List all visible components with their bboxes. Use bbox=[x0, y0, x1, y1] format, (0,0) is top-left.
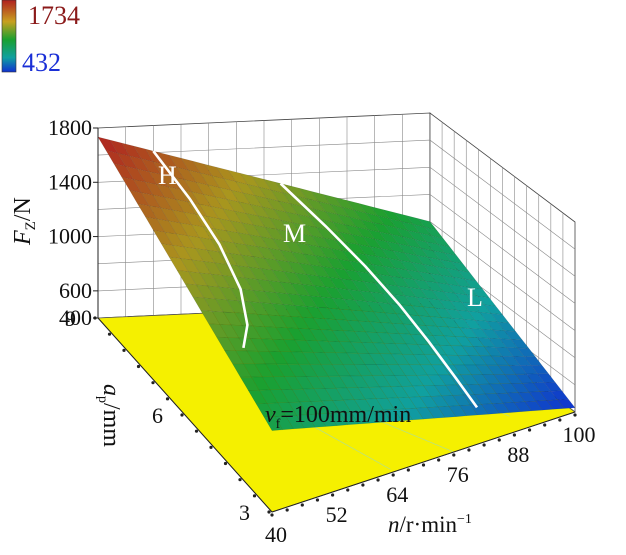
x-minor-tick bbox=[300, 503, 304, 507]
region-boundaries bbox=[152, 150, 479, 409]
colorbar-max-label: 1734 bbox=[28, 1, 80, 30]
x-minor-tick bbox=[315, 498, 320, 502]
y-minor-tick bbox=[151, 381, 155, 385]
y-minor-tick bbox=[194, 429, 199, 433]
y-minor-tick bbox=[267, 510, 271, 514]
condition-label: vf=100mm/min bbox=[265, 402, 411, 432]
region-label-medium: M bbox=[283, 219, 306, 248]
x-minor-tick bbox=[331, 493, 335, 497]
y-axis-var: a bbox=[98, 384, 124, 396]
y-minor-tick bbox=[107, 332, 112, 336]
x-minor-tick bbox=[512, 433, 517, 437]
x-minor-tick bbox=[558, 418, 562, 422]
y-minor-tick bbox=[122, 348, 126, 352]
y-minor-tick bbox=[136, 364, 141, 369]
colorbar-min-label: 432 bbox=[22, 48, 61, 77]
z-axis-var: F bbox=[10, 230, 36, 246]
x-minor-tick bbox=[421, 463, 426, 467]
response-surface bbox=[97, 136, 576, 431]
region-label-high: H bbox=[158, 161, 177, 190]
x-minor-tick bbox=[391, 473, 395, 477]
x-tick-label: 88 bbox=[507, 442, 529, 467]
y-tick-label: 6 bbox=[152, 403, 163, 428]
x-minor-tick bbox=[285, 508, 289, 512]
y-minor-tick bbox=[93, 316, 97, 320]
y-tick-label: 3 bbox=[239, 500, 250, 525]
x-axis-exp: −1 bbox=[457, 512, 472, 527]
x-axis-var: n bbox=[388, 512, 400, 537]
y-minor-tick bbox=[165, 397, 170, 401]
x-axis-title: n/r·min−1 bbox=[388, 512, 472, 537]
y-minor-tick bbox=[252, 494, 257, 498]
surface-patch bbox=[557, 398, 576, 409]
y-minor-tick bbox=[180, 413, 184, 417]
z-tick-label: 1800 bbox=[48, 115, 92, 140]
y-minor-tick bbox=[238, 478, 242, 482]
z-tick-label: 1400 bbox=[48, 169, 92, 194]
z-axis-sub: Z bbox=[23, 221, 39, 230]
x-minor-tick bbox=[437, 458, 441, 462]
condition-sub: f bbox=[276, 417, 281, 432]
boundary-medium-low bbox=[279, 182, 479, 409]
x-minor-tick bbox=[361, 483, 365, 487]
x-tick-label: 64 bbox=[386, 482, 408, 507]
y-axis-unit: /mm bbox=[98, 403, 124, 447]
x-minor-tick bbox=[497, 438, 501, 442]
floor-contour bbox=[380, 421, 454, 453]
x-minor-tick bbox=[482, 443, 486, 447]
x-minor-tick bbox=[452, 453, 456, 457]
condition-text: =100mm/min bbox=[280, 402, 411, 428]
x-minor-tick bbox=[270, 513, 274, 517]
z-tick-label: 1000 bbox=[48, 224, 92, 249]
y-axis-sub: p bbox=[95, 396, 110, 403]
boundary-high-medium bbox=[152, 150, 249, 349]
y-axis-line bbox=[97, 317, 273, 513]
z-axis-title: FZ/N bbox=[10, 197, 39, 246]
z-axis-unit: /N bbox=[10, 197, 36, 221]
x-axis-line bbox=[271, 411, 576, 513]
colorbar bbox=[1, 0, 17, 73]
y-axis-title: ap/mm bbox=[95, 384, 124, 447]
x-tick-label: 76 bbox=[447, 462, 469, 487]
x-tick-label: 40 bbox=[265, 522, 287, 547]
x-minor-tick bbox=[467, 448, 471, 452]
y-minor-tick bbox=[223, 461, 228, 466]
x-minor-tick bbox=[346, 488, 350, 492]
x-minor-tick bbox=[543, 423, 547, 427]
x-minor-tick bbox=[406, 468, 410, 472]
y-tick-label: 9 bbox=[65, 306, 76, 331]
grid-line bbox=[97, 139, 576, 250]
x-axis-unit: /r·min bbox=[400, 512, 458, 537]
x-minor-tick bbox=[573, 413, 577, 417]
x-minor-tick bbox=[527, 428, 532, 432]
y-minor-tick bbox=[209, 445, 213, 449]
condition-var: v bbox=[265, 402, 276, 428]
floor-contour bbox=[302, 419, 391, 470]
x-tick-label: 100 bbox=[563, 422, 596, 447]
region-label-low: L bbox=[467, 283, 483, 312]
x-minor-tick bbox=[376, 478, 380, 482]
z-tick-label: 600 bbox=[59, 278, 92, 303]
z-tick-label: 400 bbox=[59, 305, 92, 330]
x-tick-label: 52 bbox=[326, 502, 348, 527]
